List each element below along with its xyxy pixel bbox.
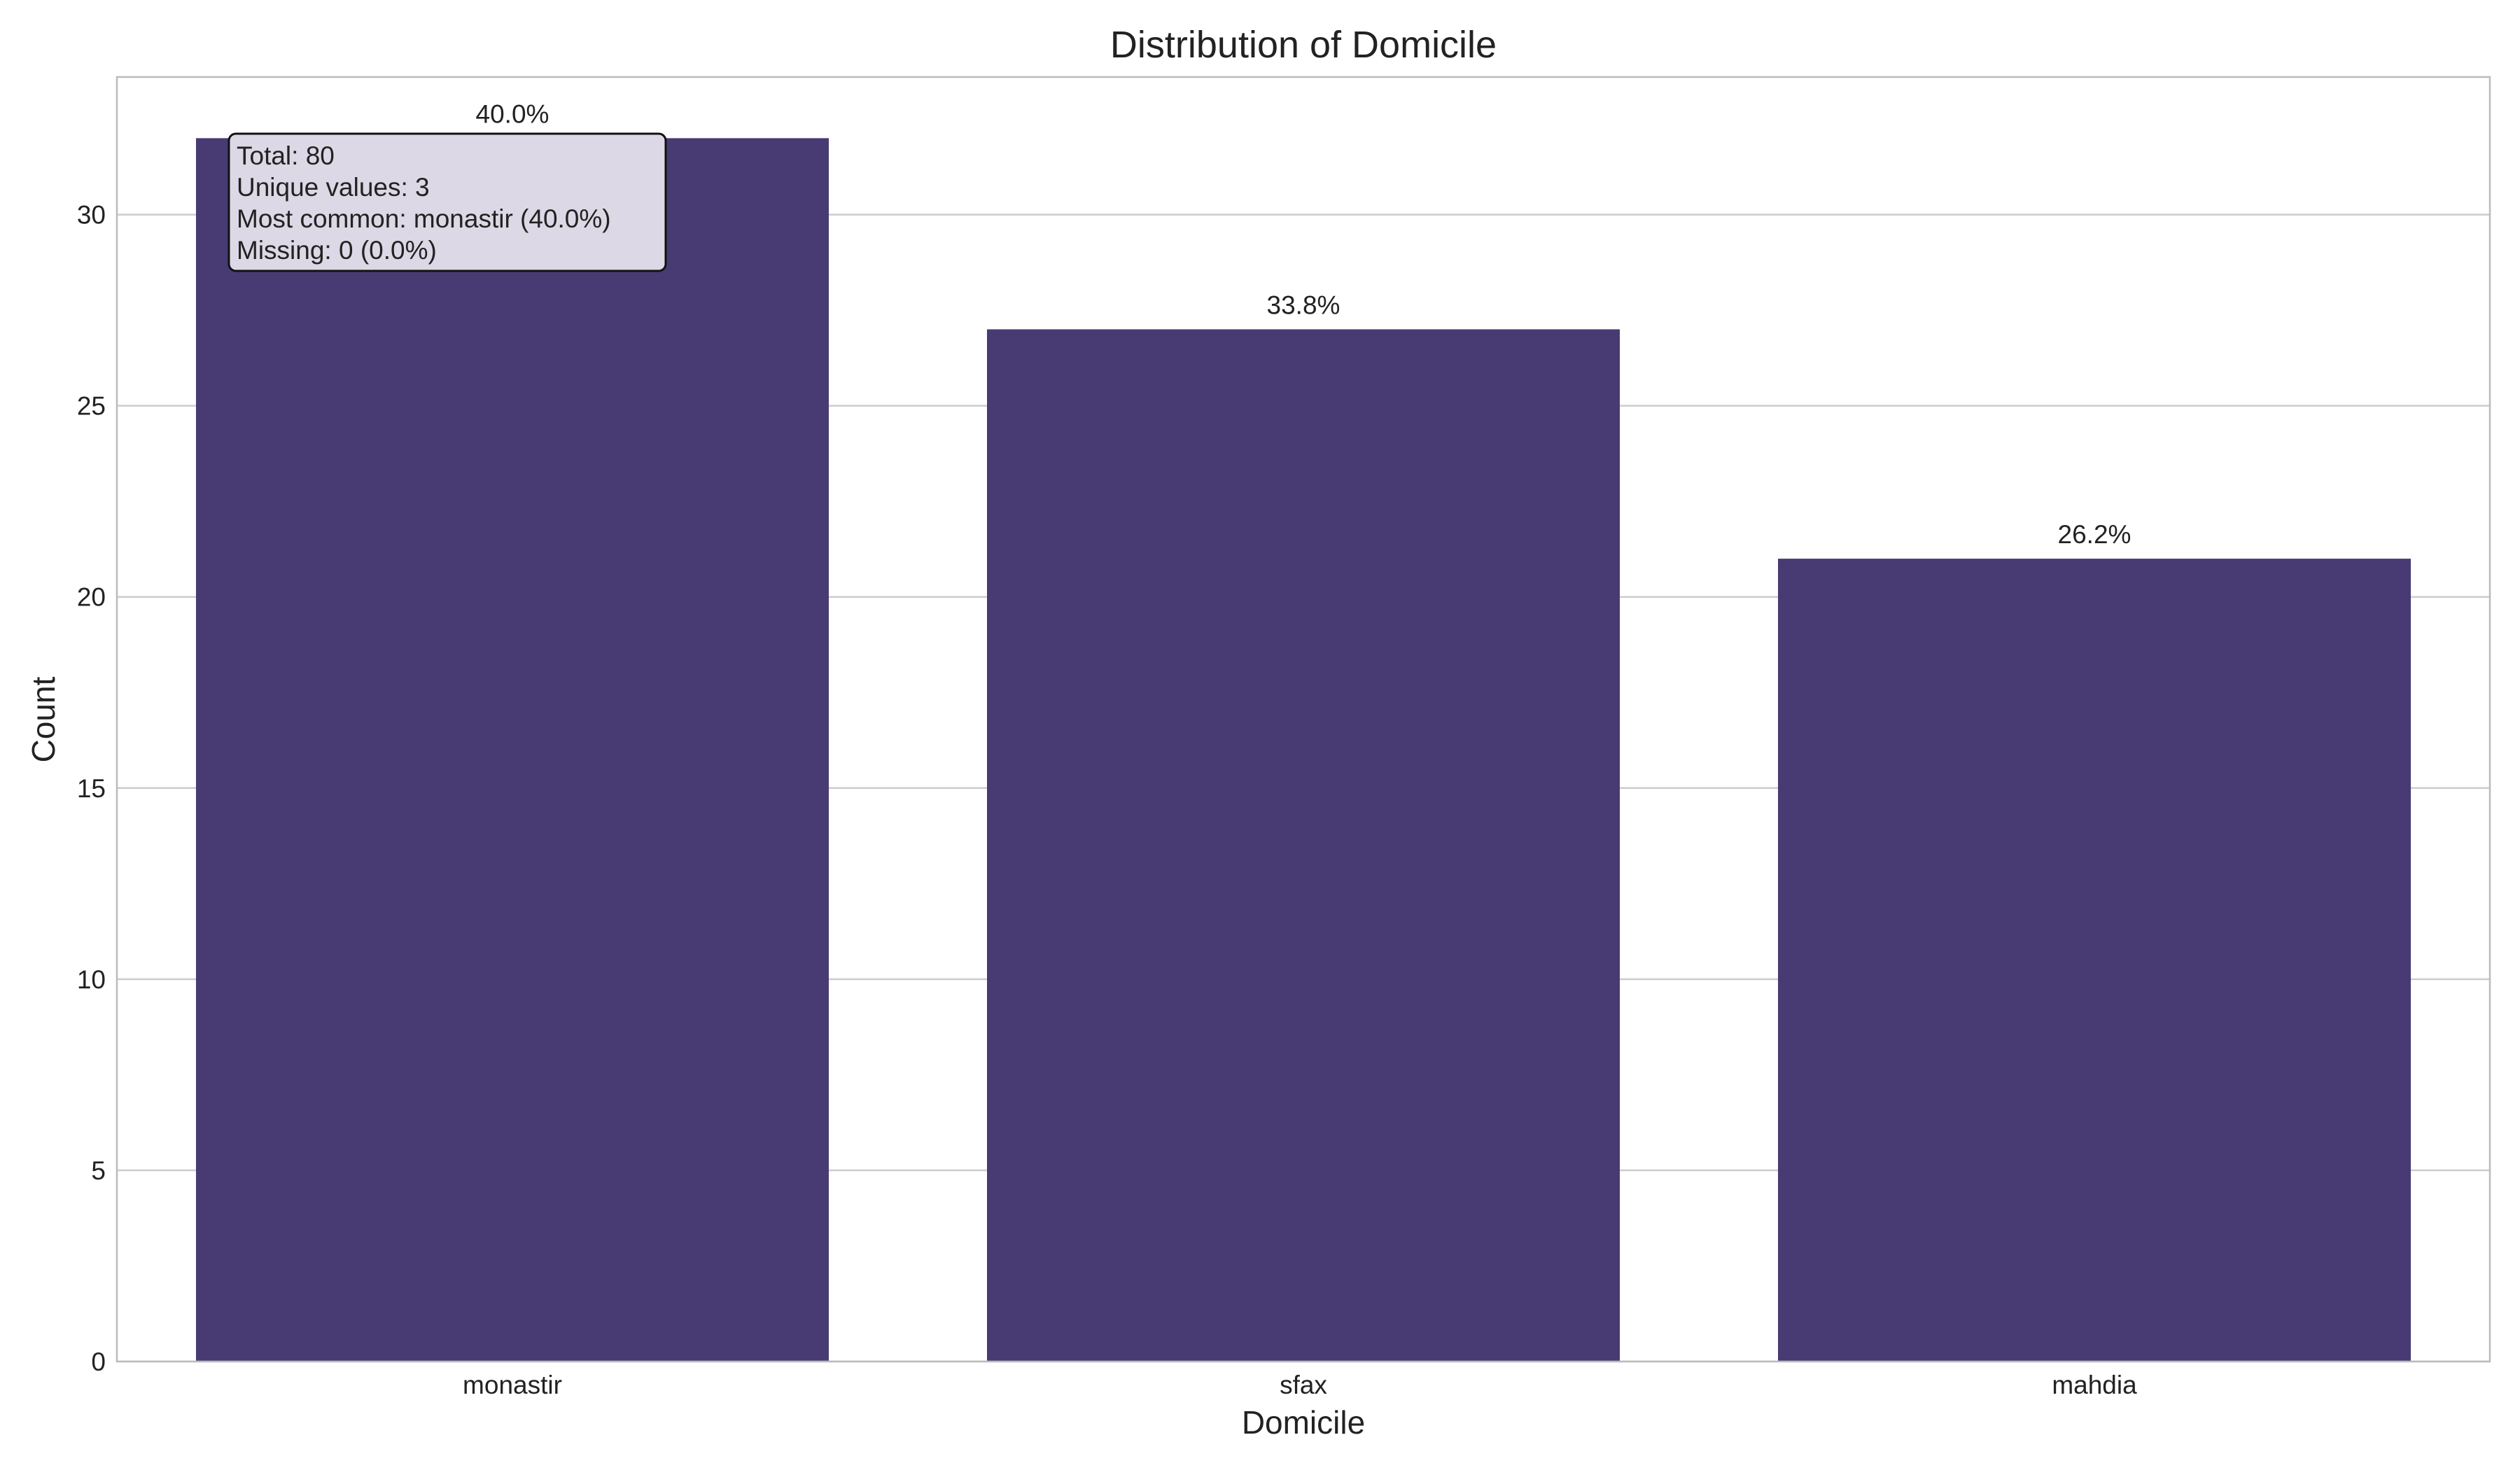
y-tick-label: 15 bbox=[77, 774, 106, 803]
stats-box bbox=[227, 132, 667, 272]
y-tick-label: 0 bbox=[91, 1348, 106, 1376]
bar-sfax bbox=[987, 329, 1620, 1362]
x-tick-label: monastir bbox=[463, 1371, 562, 1399]
data-label: 26.2% bbox=[2058, 520, 2132, 549]
data-label: 33.8% bbox=[1267, 290, 1340, 319]
data-labels: 40.0% 33.8% 26.2% bbox=[476, 99, 2132, 549]
bar-mahdia bbox=[1778, 559, 2411, 1362]
x-axis-ticks: monastir sfax mahdia bbox=[463, 1371, 2137, 1399]
y-tick-label: 25 bbox=[77, 392, 106, 421]
x-tick-label: sfax bbox=[1280, 1371, 1327, 1399]
x-axis-label: Domicile bbox=[1242, 1404, 1365, 1441]
y-axis-ticks: 0 5 10 15 20 25 30 bbox=[77, 201, 106, 1376]
stats-missing: Missing: 0 (0.0%) bbox=[237, 236, 437, 265]
y-tick-label: 30 bbox=[77, 201, 106, 230]
stats-most-common: Most common: monastir (40.0%) bbox=[237, 204, 611, 233]
y-axis-label: Count bbox=[25, 676, 62, 762]
stats-unique-values: Unique values: 3 bbox=[237, 173, 430, 202]
stats-annotation: Total: 80 Unique values: 3 Most common: … bbox=[227, 132, 667, 272]
chart-title: Distribution of Domicile bbox=[1110, 24, 1497, 66]
y-tick-label: 5 bbox=[91, 1156, 106, 1185]
stats-total: Total: 80 bbox=[237, 141, 335, 170]
bars bbox=[196, 138, 2411, 1362]
bar-monastir bbox=[196, 138, 829, 1362]
plot-area bbox=[115, 76, 2491, 1363]
x-tick-label: mahdia bbox=[2052, 1371, 2137, 1399]
y-tick-label: 10 bbox=[77, 965, 106, 994]
data-label: 40.0% bbox=[476, 99, 550, 128]
y-tick-label: 20 bbox=[77, 583, 106, 612]
